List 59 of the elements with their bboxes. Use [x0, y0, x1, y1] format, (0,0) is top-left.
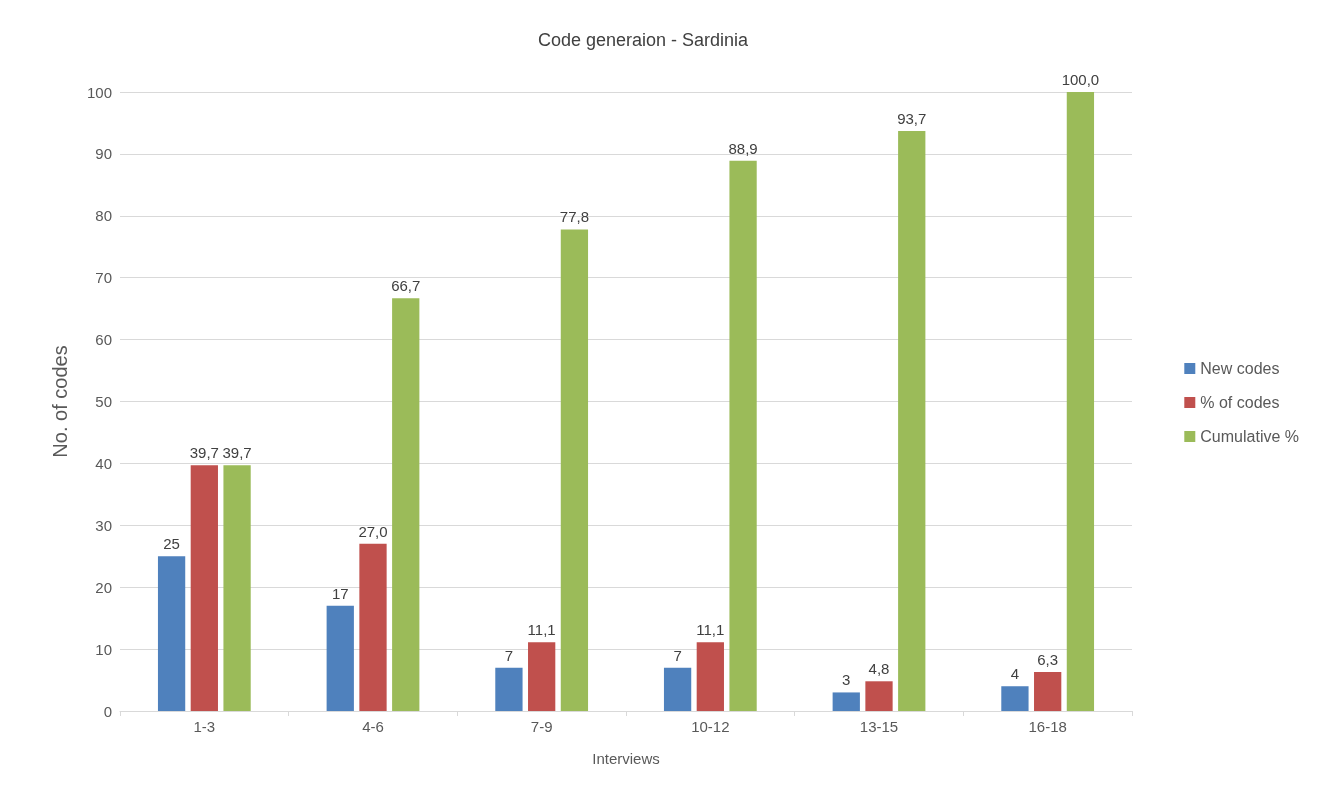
x-tick-label: 16-18	[1028, 718, 1067, 735]
y-tick-label: 10	[95, 640, 112, 658]
bar	[326, 605, 354, 711]
data-label: 39,7	[222, 444, 252, 462]
data-label: 17	[331, 584, 349, 602]
bar	[560, 229, 589, 711]
y-tick-label: 40	[95, 454, 112, 472]
x-tick-label: 7-9	[530, 718, 553, 735]
data-label: 88,9	[728, 139, 758, 157]
bar	[528, 642, 556, 711]
y-tick-label: 60	[95, 331, 112, 349]
y-tick-label: 0	[103, 702, 112, 720]
bar	[729, 160, 757, 711]
data-label: 27,0	[358, 522, 388, 540]
legend-label: Cumulative %	[1200, 428, 1299, 445]
bar	[1001, 686, 1029, 711]
bar	[1034, 672, 1062, 711]
bar	[663, 667, 692, 711]
bar	[359, 543, 387, 711]
data-label: 93,7	[897, 110, 927, 127]
y-tick-label: 90	[95, 145, 112, 163]
data-label: 100,0	[1061, 71, 1100, 88]
data-label: 3	[842, 671, 851, 689]
data-label: 7	[504, 646, 514, 664]
bar	[696, 642, 724, 711]
bar	[832, 692, 860, 711]
x-tick-label: 13-15	[859, 718, 899, 735]
data-label: 77,8	[559, 208, 590, 226]
x-axis-title: Interviews	[592, 750, 660, 767]
data-label: 39,7	[189, 444, 219, 462]
data-label: 4,8	[868, 660, 890, 678]
data-label: 11,1	[696, 621, 725, 639]
data-label: 25	[163, 535, 180, 553]
x-tick-label: 10-12	[691, 718, 730, 735]
legend-label: New codes	[1200, 360, 1280, 377]
bar	[865, 681, 893, 711]
data-label: 6,3	[1037, 651, 1059, 668]
bar	[898, 131, 926, 711]
y-tick-label: 50	[95, 393, 112, 410]
y-tick-label: 30	[95, 516, 112, 534]
data-label: 4	[1010, 665, 1020, 683]
bar	[392, 298, 420, 711]
y-tick-label: 80	[95, 207, 112, 225]
data-label: 66,7	[391, 277, 421, 295]
data-label: 11,1	[527, 621, 556, 639]
chart-title: Code generaion - Sardinia	[537, 30, 750, 50]
data-label: 7	[673, 646, 682, 664]
bar	[190, 465, 218, 711]
bar	[157, 556, 186, 711]
y-tick-label: 70	[95, 269, 112, 287]
bar	[1066, 92, 1095, 711]
bar	[223, 465, 251, 711]
y-tick-label: 20	[95, 578, 112, 596]
y-axis-title: No. of codes	[49, 345, 71, 458]
x-tick-label: 4-6	[362, 718, 384, 735]
legend-label: % of codes	[1200, 394, 1280, 411]
x-tick-label: 1-3	[193, 718, 216, 735]
y-tick-label: 100	[86, 83, 112, 101]
bar	[495, 667, 523, 711]
